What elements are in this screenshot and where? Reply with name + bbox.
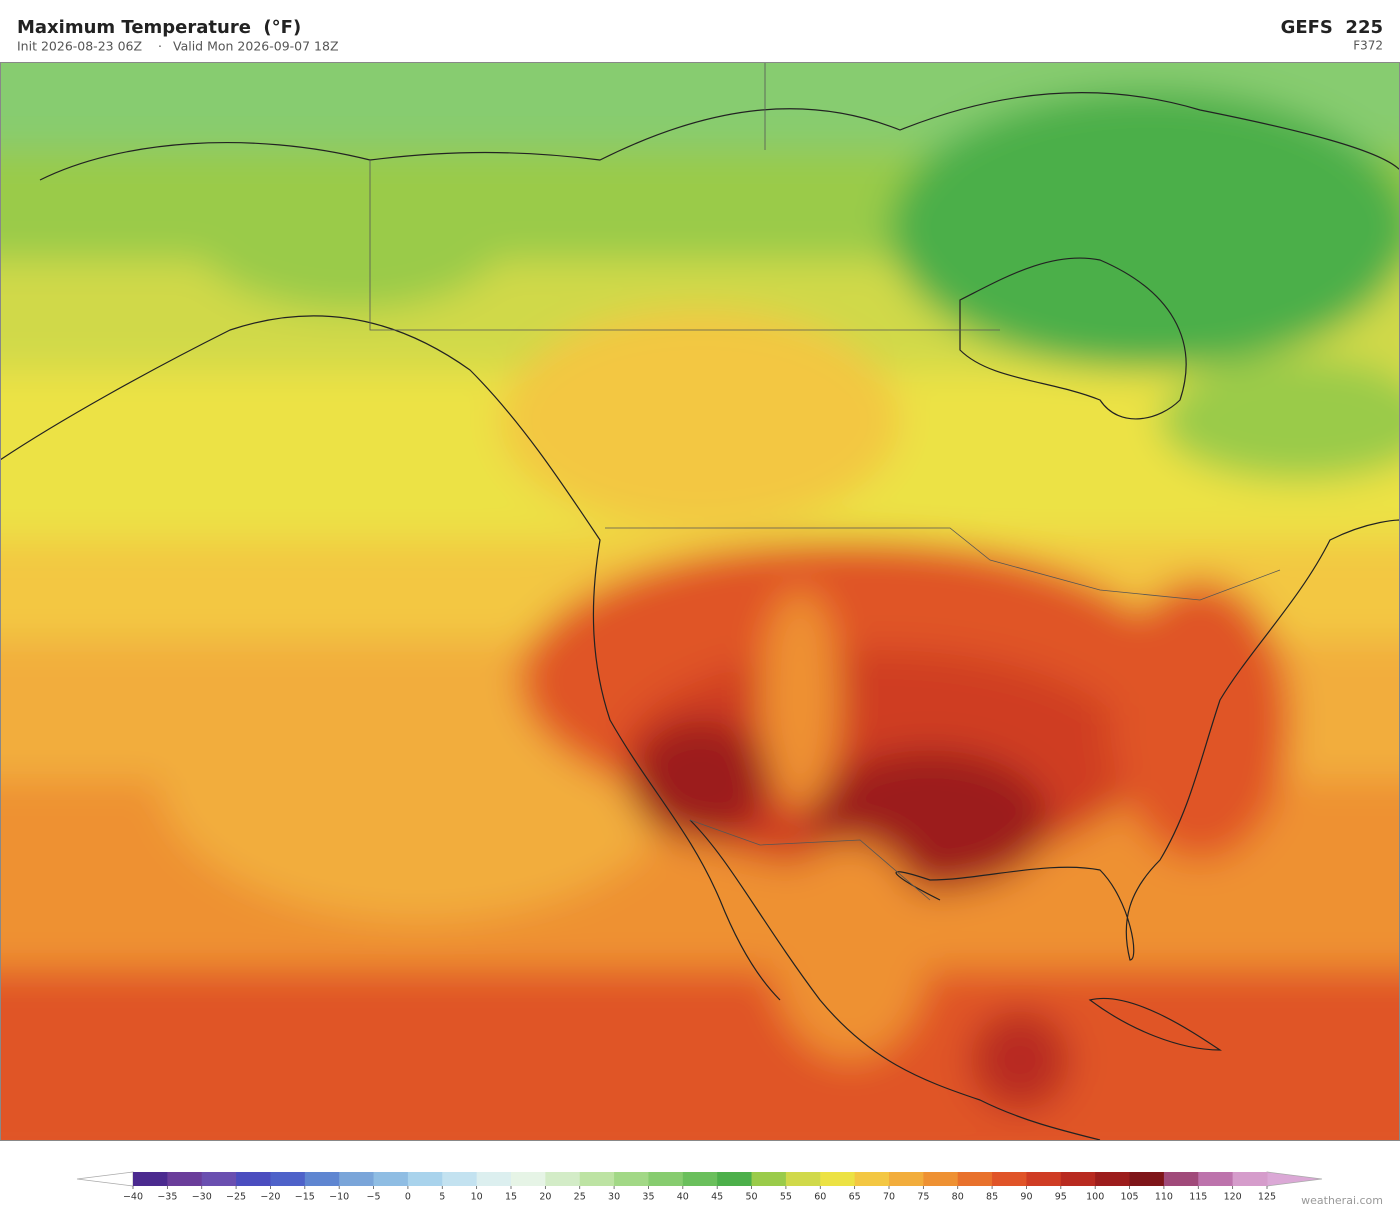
colorbar-tick-label: 35 bbox=[642, 1192, 654, 1203]
colorbar-under bbox=[76, 1171, 134, 1187]
colorbar-tick-label: 120 bbox=[1224, 1192, 1242, 1203]
color-bin bbox=[1026, 1172, 1062, 1186]
color-bin bbox=[407, 1172, 443, 1186]
colorbar-tick-label: 115 bbox=[1189, 1192, 1207, 1203]
colorbar-tick-label: 125 bbox=[1258, 1192, 1276, 1203]
colorbar-over bbox=[1266, 1171, 1323, 1187]
colorbar-tick-label: 5 bbox=[439, 1192, 445, 1203]
coastlines bbox=[0, 91, 1400, 1140]
color-bin bbox=[1129, 1172, 1165, 1186]
color-bin bbox=[648, 1172, 684, 1186]
colorbar-tick-label: −20 bbox=[260, 1192, 280, 1203]
color-bin bbox=[133, 1172, 168, 1186]
colorbar-tick-label: −5 bbox=[367, 1192, 381, 1203]
credit: weatherai.com bbox=[1301, 1194, 1383, 1207]
color-bin bbox=[751, 1172, 787, 1186]
colorbar-tick-label: −15 bbox=[295, 1192, 315, 1203]
color-bin bbox=[889, 1172, 924, 1186]
colorbar-tick-label: 105 bbox=[1120, 1192, 1138, 1203]
valid-time: Valid Mon 2026-09-07 18Z bbox=[173, 39, 339, 54]
colorbar-tick-label: 95 bbox=[1055, 1192, 1067, 1203]
colorbar-tick-label: −35 bbox=[157, 1192, 177, 1203]
color-bin bbox=[339, 1172, 375, 1186]
colorbar-tick-label: 60 bbox=[814, 1192, 826, 1203]
borders bbox=[369, 62, 1281, 901]
colorbar-tick-label: 70 bbox=[883, 1192, 895, 1203]
color-bin bbox=[820, 1172, 856, 1186]
colorbar-tick-label: 65 bbox=[849, 1192, 861, 1203]
color-bin bbox=[1198, 1172, 1234, 1186]
colorbar-tick-label: 50 bbox=[745, 1192, 757, 1203]
color-bin bbox=[1163, 1172, 1199, 1186]
colorbar-tick-label: 30 bbox=[608, 1192, 620, 1203]
color-bin bbox=[201, 1172, 237, 1186]
colorbar-tick-label: 110 bbox=[1155, 1192, 1173, 1203]
temperature-map bbox=[0, 62, 1400, 1140]
color-bin bbox=[545, 1172, 581, 1186]
colorbar-tick-label: 20 bbox=[539, 1192, 551, 1203]
colorbar-tick-label: 80 bbox=[952, 1192, 964, 1203]
color-bin bbox=[992, 1172, 1027, 1186]
title: Maximum Temperature (°F) bbox=[17, 17, 301, 38]
color-bin bbox=[579, 1172, 615, 1186]
color-bin bbox=[236, 1172, 271, 1186]
color-bin bbox=[304, 1172, 340, 1186]
init-time: Init 2026-08-23 06Z bbox=[17, 39, 142, 54]
colorbar-tick-label: −10 bbox=[329, 1192, 349, 1203]
color-bin bbox=[476, 1172, 512, 1186]
colorbar-tick-label: 0 bbox=[405, 1192, 411, 1203]
color-bin bbox=[717, 1172, 753, 1186]
colorbar-tick-label: 10 bbox=[471, 1192, 483, 1203]
colorbar-tick-label: −40 bbox=[123, 1192, 143, 1203]
color-bin bbox=[923, 1172, 959, 1186]
colorbar-tick-label: 45 bbox=[711, 1192, 723, 1203]
colorbar-tick-label: 85 bbox=[986, 1192, 998, 1203]
color-bin bbox=[614, 1172, 649, 1186]
colorbar-tick-label: 90 bbox=[1020, 1192, 1032, 1203]
colorbar-tick-label: 100 bbox=[1086, 1192, 1104, 1203]
colorbar-tick-label: −25 bbox=[226, 1192, 246, 1203]
colorbar-tick-label: 15 bbox=[505, 1192, 517, 1203]
separator: · bbox=[158, 39, 162, 54]
colorbar-tick-label: −30 bbox=[192, 1192, 212, 1203]
color-bin bbox=[1232, 1172, 1268, 1186]
color-bin bbox=[511, 1172, 546, 1186]
colorbar-tick-label: 40 bbox=[677, 1192, 689, 1203]
forecast-hour: F372 bbox=[1353, 39, 1383, 53]
color-bin bbox=[442, 1172, 478, 1186]
colorbar-tick-label: 25 bbox=[574, 1192, 586, 1203]
color-bin bbox=[373, 1172, 409, 1186]
color-bin bbox=[682, 1172, 718, 1186]
colorbar-tick-label: 55 bbox=[780, 1192, 792, 1203]
color-bin bbox=[957, 1172, 993, 1186]
color-bin bbox=[854, 1172, 890, 1186]
colorbar-tick-label: 75 bbox=[917, 1192, 929, 1203]
color-bin bbox=[167, 1172, 203, 1186]
model: GEFS 225 bbox=[1281, 17, 1383, 38]
color-bin bbox=[785, 1172, 821, 1186]
color-bin bbox=[270, 1172, 306, 1186]
color-bin bbox=[1060, 1172, 1096, 1186]
color-bin bbox=[1095, 1172, 1131, 1186]
